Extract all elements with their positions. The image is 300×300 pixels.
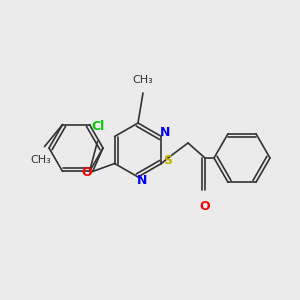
Text: S: S: [164, 154, 172, 166]
Text: Cl: Cl: [91, 120, 104, 134]
Text: O: O: [81, 166, 92, 179]
Text: CH₃: CH₃: [133, 75, 153, 85]
Text: CH₃: CH₃: [30, 154, 51, 165]
Text: N: N: [137, 175, 147, 188]
Text: O: O: [200, 200, 210, 213]
Text: N: N: [160, 126, 171, 139]
